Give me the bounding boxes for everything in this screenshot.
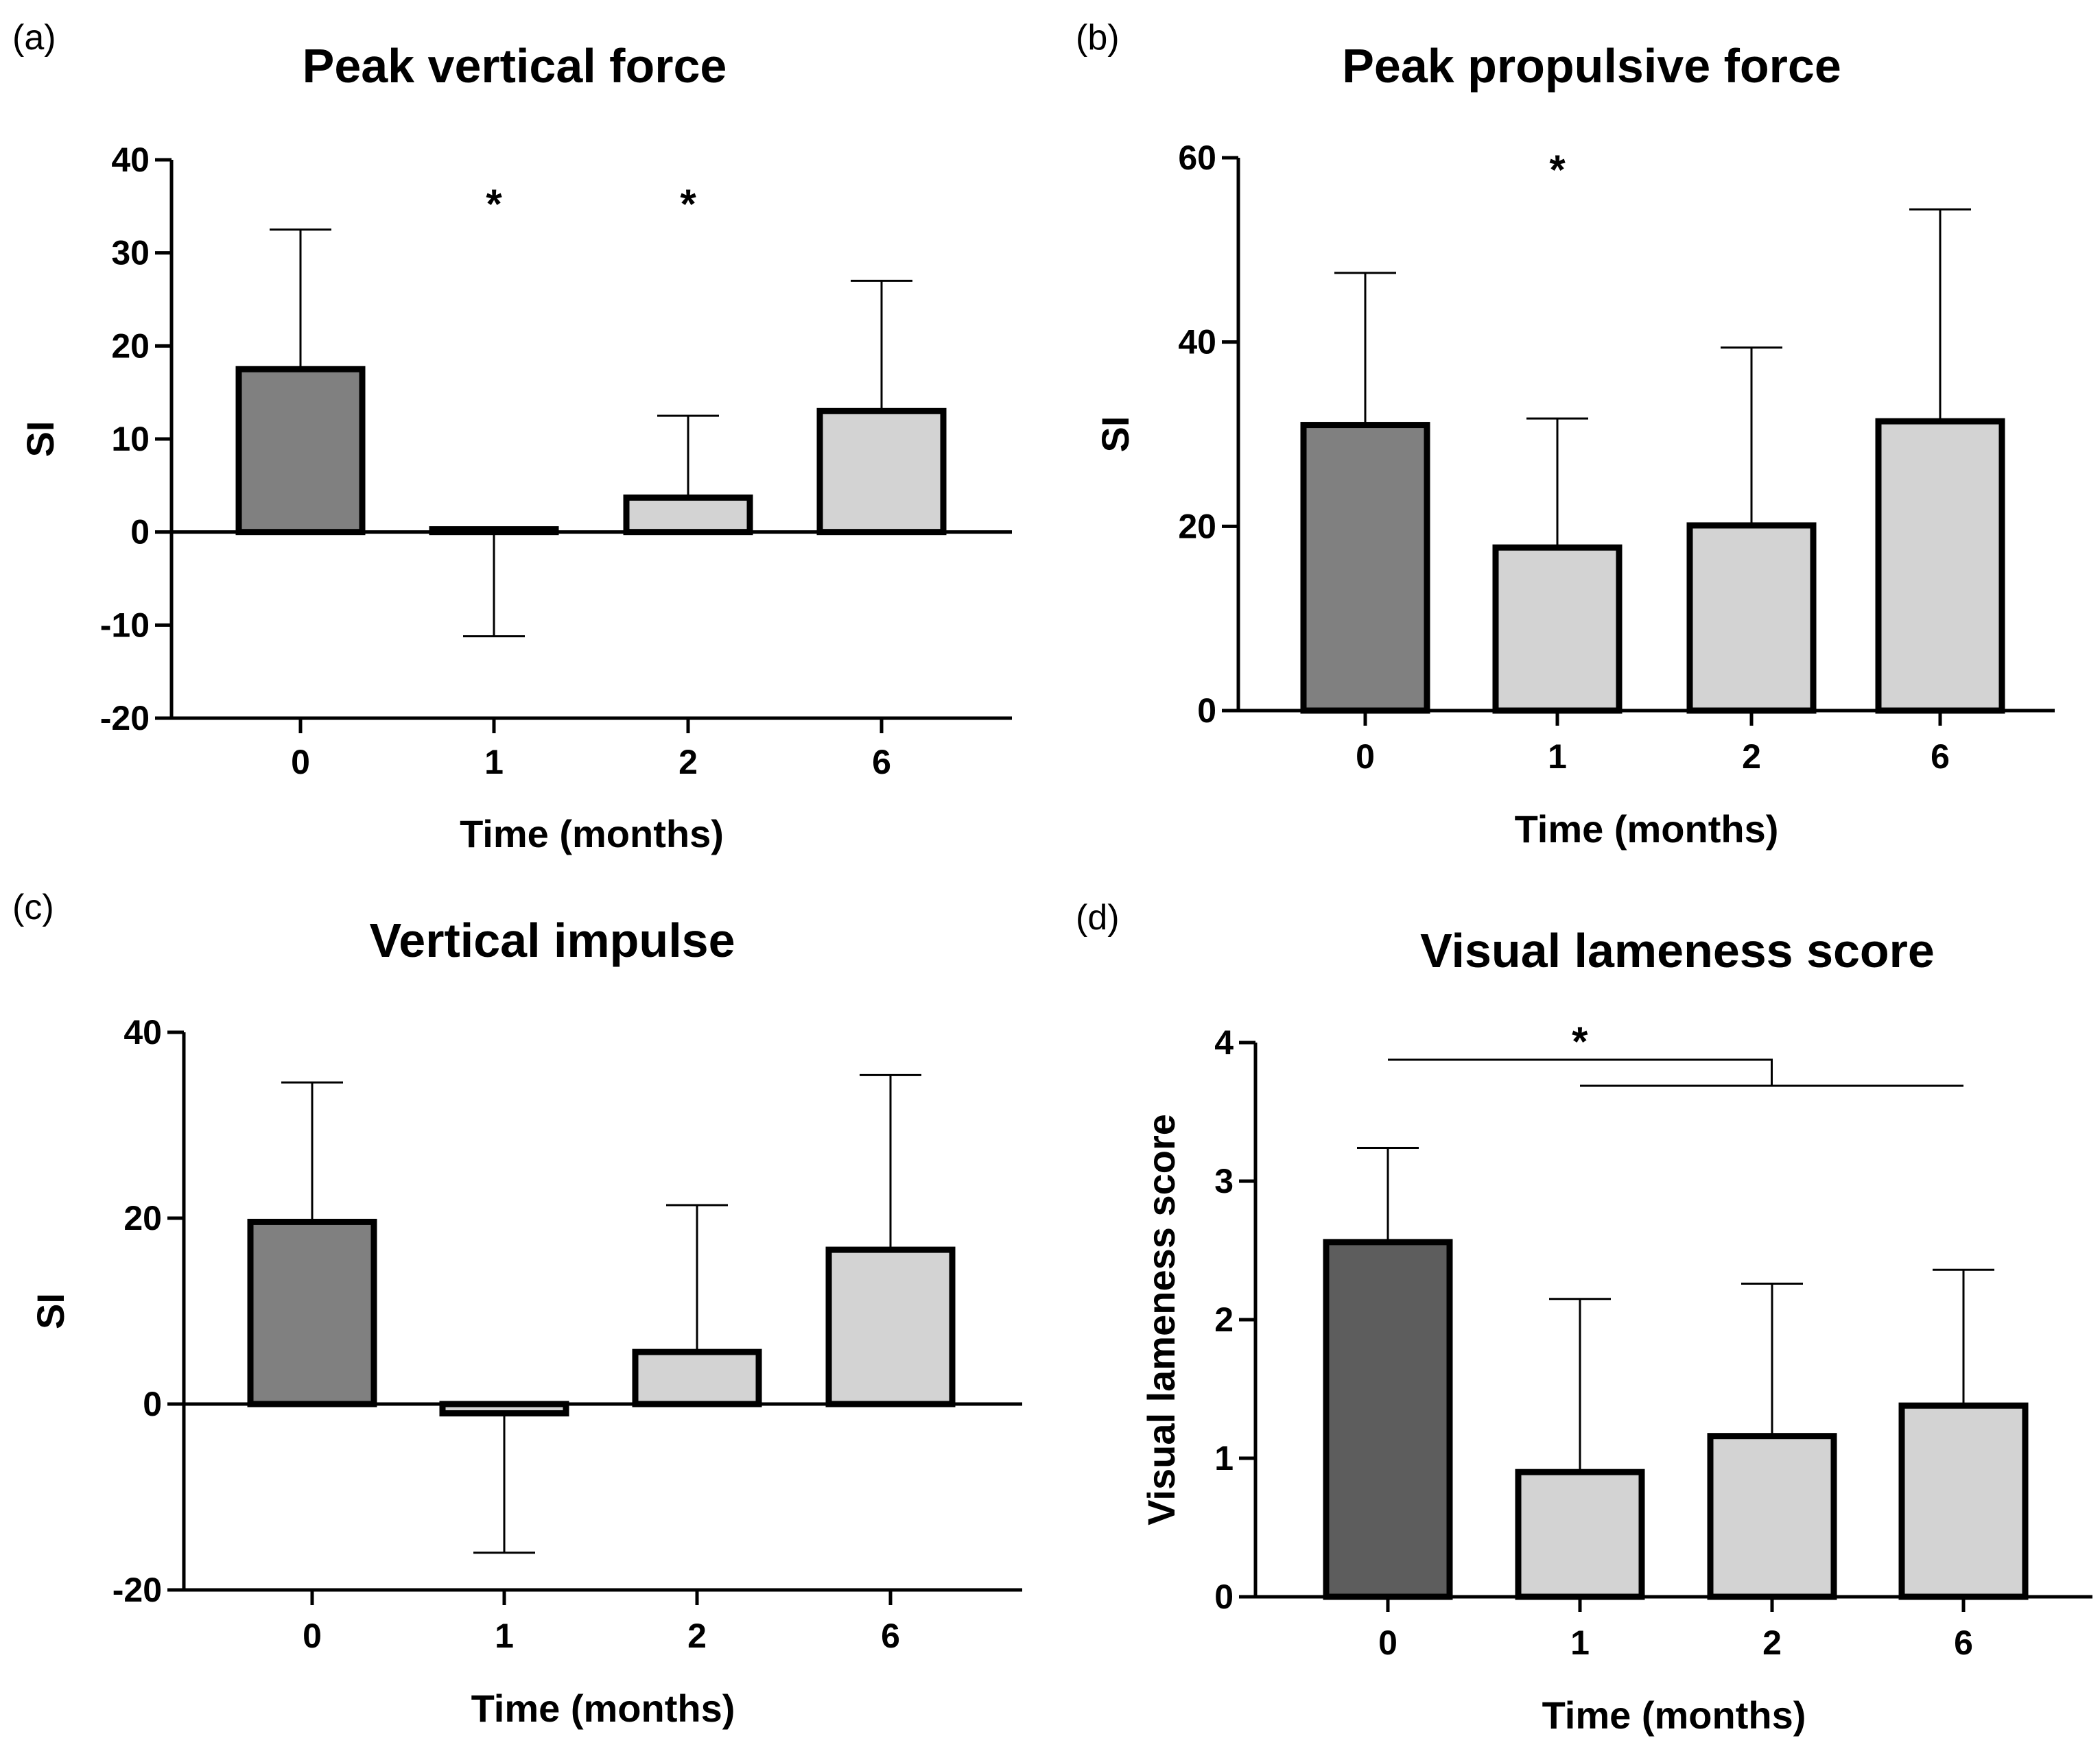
bar — [439, 1401, 569, 1417]
bar — [1875, 418, 2005, 714]
y-tick-label: 0 — [143, 1385, 162, 1423]
y-axis-label: SI — [29, 1293, 72, 1329]
panel-label: (a) — [12, 18, 56, 58]
y-tick-label: 3 — [1214, 1162, 1234, 1200]
x-tick-label: 1 — [484, 743, 504, 781]
y-tick-label: -20 — [113, 1571, 162, 1609]
panel-label: (c) — [12, 888, 54, 927]
panel-d: (d) Visual lameness score 4 3 2 1 0 0 1 2 6 Time (m… — [1076, 898, 2092, 1737]
y-tick-label: 40 — [123, 1013, 162, 1051]
bar — [816, 407, 947, 536]
significance-star: * — [680, 181, 696, 227]
panel-a: (a) Peak vertical force 40 30 20 10 0 -10 -20 0 1 *… — [12, 18, 1012, 855]
bar — [1515, 1469, 1645, 1600]
y-tick-label: 20 — [1178, 507, 1216, 545]
y-axis-label: SI — [19, 421, 62, 457]
chart-title: Peak vertical force — [303, 39, 727, 93]
x-tick-label: 1 — [1570, 1624, 1590, 1662]
x-tick-label: 0 — [303, 1617, 322, 1655]
y-tick-label: 0 — [130, 513, 150, 551]
chart-title: Peak propulsive force — [1342, 39, 1841, 93]
x-tick-label: 2 — [1762, 1624, 1782, 1662]
x-tick-label: 1 — [1548, 737, 1567, 776]
bracket-upper — [1388, 1058, 1773, 1086]
panel-b: (b) Peak propulsive force 60 40 20 0 0 1 * 2 6 Time… — [1076, 18, 2055, 851]
x-tick-label: 6 — [1954, 1624, 1973, 1662]
y-tick-label: 2 — [1214, 1300, 1234, 1339]
y-axis-label: SI — [1094, 416, 1137, 453]
bar — [825, 1246, 956, 1407]
x-tick-label: 6 — [872, 743, 891, 781]
x-tick-label: 6 — [881, 1617, 900, 1655]
x-tick-label: 2 — [679, 743, 698, 781]
x-tick-label: 6 — [1931, 737, 1950, 776]
bracket-star: * — [1572, 1019, 1588, 1065]
x-tick-label: 2 — [687, 1617, 707, 1655]
x-axis-label: Time (months) — [1542, 1693, 1806, 1737]
y-tick-label: 20 — [123, 1199, 162, 1237]
significance-star: * — [1549, 147, 1566, 193]
significance-star: * — [486, 181, 502, 227]
y-tick-label: 4 — [1214, 1023, 1234, 1062]
bar — [623, 494, 753, 536]
y-tick-label: 0 — [1197, 691, 1216, 730]
bar — [1492, 544, 1623, 714]
y-tick-label: 60 — [1178, 139, 1216, 177]
bar — [429, 526, 559, 536]
bar — [247, 1218, 377, 1407]
x-tick-label: 0 — [291, 743, 310, 781]
bar — [1686, 522, 1817, 714]
y-tick-label: 10 — [111, 420, 150, 458]
y-tick-label: -20 — [100, 699, 150, 737]
panel-label: (d) — [1076, 898, 1120, 938]
x-tick-label: 2 — [1742, 737, 1761, 776]
panel-c: (c) Vertical impulse 40 20 0 -20 0 1 2 6 Time (mon… — [12, 888, 1022, 1730]
x-tick-label: 0 — [1356, 737, 1375, 776]
x-axis-label: Time (months) — [471, 1687, 735, 1730]
bar — [1300, 422, 1430, 714]
y-tick-label: 30 — [111, 234, 150, 272]
bar — [1323, 1239, 1453, 1600]
x-tick-label: 1 — [495, 1617, 514, 1655]
y-tick-label: 20 — [111, 326, 150, 365]
y-axis-label: Visual lameness score — [1140, 1114, 1183, 1525]
bar — [632, 1348, 762, 1407]
y-tick-label: 0 — [1214, 1578, 1234, 1616]
y-tick-label: 40 — [1178, 323, 1216, 361]
panel-label: (b) — [1076, 18, 1120, 58]
chart-title: Vertical impulse — [369, 914, 735, 967]
y-tick-label: 1 — [1214, 1439, 1234, 1477]
chart-title: Visual lameness score — [1420, 924, 1935, 977]
bar — [235, 366, 366, 536]
y-tick-label: -10 — [100, 606, 150, 644]
x-axis-label: Time (months) — [460, 812, 724, 855]
bar — [1898, 1402, 2029, 1600]
y-tick-label: 40 — [111, 141, 150, 179]
x-tick-label: 0 — [1378, 1624, 1397, 1662]
x-axis-label: Time (months) — [1515, 807, 1779, 851]
bar — [1707, 1433, 1837, 1600]
